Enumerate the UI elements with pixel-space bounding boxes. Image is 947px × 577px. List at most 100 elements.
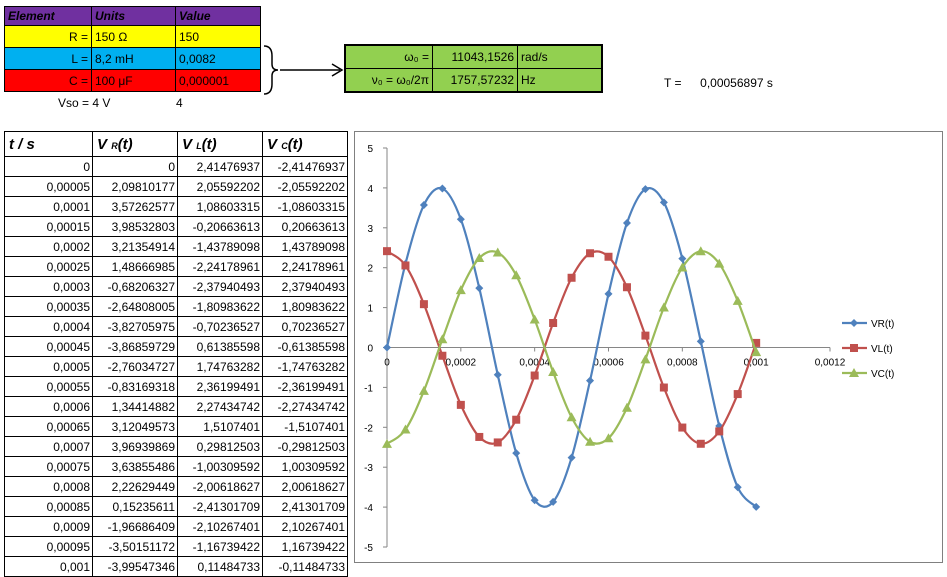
table-cell[interactable]: 0,61385598 xyxy=(177,336,263,357)
table-cell[interactable]: -1,43789098 xyxy=(177,236,263,257)
table-cell[interactable]: -2,27434742 xyxy=(262,396,348,417)
data-point-vl xyxy=(530,371,539,380)
table-cell[interactable]: 0,00035 xyxy=(4,296,93,317)
table-cell[interactable]: 2,41476937 xyxy=(177,156,263,177)
table-cell[interactable]: -2,10267401 xyxy=(177,516,263,537)
table-cell[interactable]: 0,15235611 xyxy=(92,496,178,517)
table-cell[interactable]: 0,70236527 xyxy=(262,316,348,337)
table-cell[interactable]: 0,11484733 xyxy=(177,556,263,577)
table-cell[interactable]: 0,0006 xyxy=(4,396,93,417)
table-cell[interactable]: 0,00055 xyxy=(4,376,93,397)
table-cell[interactable]: 0 xyxy=(92,156,178,177)
table-cell[interactable]: 1,08603315 xyxy=(177,196,263,217)
table-cell[interactable]: 1,34414882 xyxy=(92,396,178,417)
table-cell[interactable]: -2,41301709 xyxy=(177,496,263,517)
table-cell[interactable]: -2,00618627 xyxy=(177,476,263,497)
param-label[interactable]: R = xyxy=(4,25,92,48)
table-cell[interactable]: 0,00065 xyxy=(4,416,93,437)
table-cell[interactable]: 1,00309592 xyxy=(262,456,348,477)
param-unit[interactable]: 8,2 mH xyxy=(91,47,176,70)
table-cell[interactable]: -3,99547346 xyxy=(92,556,178,577)
table-cell[interactable]: -1,74763282 xyxy=(262,356,348,377)
table-cell[interactable]: -1,08603315 xyxy=(262,196,348,217)
table-cell[interactable]: 0,00075 xyxy=(4,456,93,477)
table-cell[interactable]: 0,001 xyxy=(4,556,93,577)
table-cell[interactable]: 0,00085 xyxy=(4,496,93,517)
table-cell[interactable]: 0,0001 xyxy=(4,196,93,217)
table-cell[interactable]: 0,0009 xyxy=(4,516,93,537)
table-row: 0,00025 1,48666985 -2,24178961 2,24178961 xyxy=(4,256,348,277)
table-cell[interactable]: 2,27434742 xyxy=(177,396,263,417)
table-cell[interactable]: 1,5107401 xyxy=(177,416,263,437)
table-cell[interactable]: -0,11484733 xyxy=(262,556,348,577)
table-cell[interactable]: 0,0007 xyxy=(4,436,93,457)
table-cell[interactable]: -2,36199491 xyxy=(262,376,348,397)
table-cell[interactable]: -2,37940493 xyxy=(177,276,263,297)
table-cell[interactable]: 0,00005 xyxy=(4,176,93,197)
table-cell[interactable]: 0,0002 xyxy=(4,236,93,257)
table-cell[interactable]: -0,70236527 xyxy=(177,316,263,337)
table-cell[interactable]: -1,80983622 xyxy=(177,296,263,317)
table-cell[interactable]: -3,86859729 xyxy=(92,336,178,357)
table-cell[interactable]: 1,43789098 xyxy=(262,236,348,257)
table-cell[interactable]: 0,0005 xyxy=(4,356,93,377)
table-cell[interactable]: 0,0004 xyxy=(4,316,93,337)
table-cell[interactable]: 0 xyxy=(4,156,93,177)
table-cell[interactable]: 2,09810177 xyxy=(92,176,178,197)
param-label[interactable]: L = xyxy=(4,47,92,70)
table-cell[interactable]: 0,00045 xyxy=(4,336,93,357)
table-cell[interactable]: -1,96686409 xyxy=(92,516,178,537)
table-cell[interactable]: -3,82705975 xyxy=(92,316,178,337)
table-cell[interactable]: -0,68206327 xyxy=(92,276,178,297)
vso-value[interactable]: 4 xyxy=(176,96,183,110)
table-cell[interactable]: 1,80983622 xyxy=(262,296,348,317)
table-cell[interactable]: -2,05592202 xyxy=(262,176,348,197)
table-cell[interactable]: 2,05592202 xyxy=(177,176,263,197)
table-cell[interactable]: 0,0003 xyxy=(4,276,93,297)
table-cell[interactable]: -2,76034727 xyxy=(92,356,178,377)
table-cell[interactable]: 2,24178961 xyxy=(262,256,348,277)
table-cell[interactable]: -1,16739422 xyxy=(177,536,263,557)
table-cell[interactable]: 1,16739422 xyxy=(262,536,348,557)
table-cell[interactable]: 3,96939869 xyxy=(92,436,178,457)
period-value[interactable]: 0,00056897 xyxy=(700,76,764,90)
table-cell[interactable]: -0,20663613 xyxy=(177,216,263,237)
table-cell[interactable]: -2,41476937 xyxy=(262,156,348,177)
table-cell[interactable]: 3,98532803 xyxy=(92,216,178,237)
table-cell[interactable]: -3,50151172 xyxy=(92,536,178,557)
table-cell[interactable]: -2,24178961 xyxy=(177,256,263,277)
table-cell[interactable]: 2,00618627 xyxy=(262,476,348,497)
table-cell[interactable]: 3,57262577 xyxy=(92,196,178,217)
table-cell[interactable]: 2,22629449 xyxy=(92,476,178,497)
table-cell[interactable]: -1,00309592 xyxy=(177,456,263,477)
table-cell[interactable]: 0,0008 xyxy=(4,476,93,497)
nu-value[interactable]: 1757,57232 xyxy=(432,68,518,93)
table-cell[interactable]: 2,37940493 xyxy=(262,276,348,297)
table-cell[interactable]: 0,20663613 xyxy=(262,216,348,237)
table-cell[interactable]: -0,83169318 xyxy=(92,376,178,397)
table-cell[interactable]: 2,36199491 xyxy=(177,376,263,397)
table-cell[interactable]: 0,29812503 xyxy=(177,436,263,457)
param-value[interactable]: 0,000001 xyxy=(175,69,261,92)
param-unit[interactable]: 100 μF xyxy=(91,69,176,92)
param-value[interactable]: 0,0082 xyxy=(175,47,261,70)
table-cell[interactable]: -0,61385598 xyxy=(262,336,348,357)
table-cell[interactable]: 2,41301709 xyxy=(262,496,348,517)
table-cell[interactable]: 3,21354914 xyxy=(92,236,178,257)
omega-value[interactable]: 11043,1526 xyxy=(432,44,518,69)
table-cell[interactable]: 0,00015 xyxy=(4,216,93,237)
param-label[interactable]: C = xyxy=(4,69,92,92)
param-value[interactable]: 150 xyxy=(175,25,261,48)
table-cell[interactable]: 3,12049573 xyxy=(92,416,178,437)
table-cell[interactable]: -1,5107401 xyxy=(262,416,348,437)
table-cell[interactable]: 3,63855486 xyxy=(92,456,178,477)
table-cell[interactable]: -2,64808005 xyxy=(92,296,178,317)
table-cell[interactable]: 1,48666985 xyxy=(92,256,178,277)
table-row: 0,00085 0,15235611 -2,41301709 2,41301709 xyxy=(4,496,348,517)
table-cell[interactable]: 0,00095 xyxy=(4,536,93,557)
table-cell[interactable]: 1,74763282 xyxy=(177,356,263,377)
table-cell[interactable]: 2,10267401 xyxy=(262,516,348,537)
table-cell[interactable]: -0,29812503 xyxy=(262,436,348,457)
table-cell[interactable]: 0,00025 xyxy=(4,256,93,277)
param-unit[interactable]: 150 Ω xyxy=(91,25,176,48)
